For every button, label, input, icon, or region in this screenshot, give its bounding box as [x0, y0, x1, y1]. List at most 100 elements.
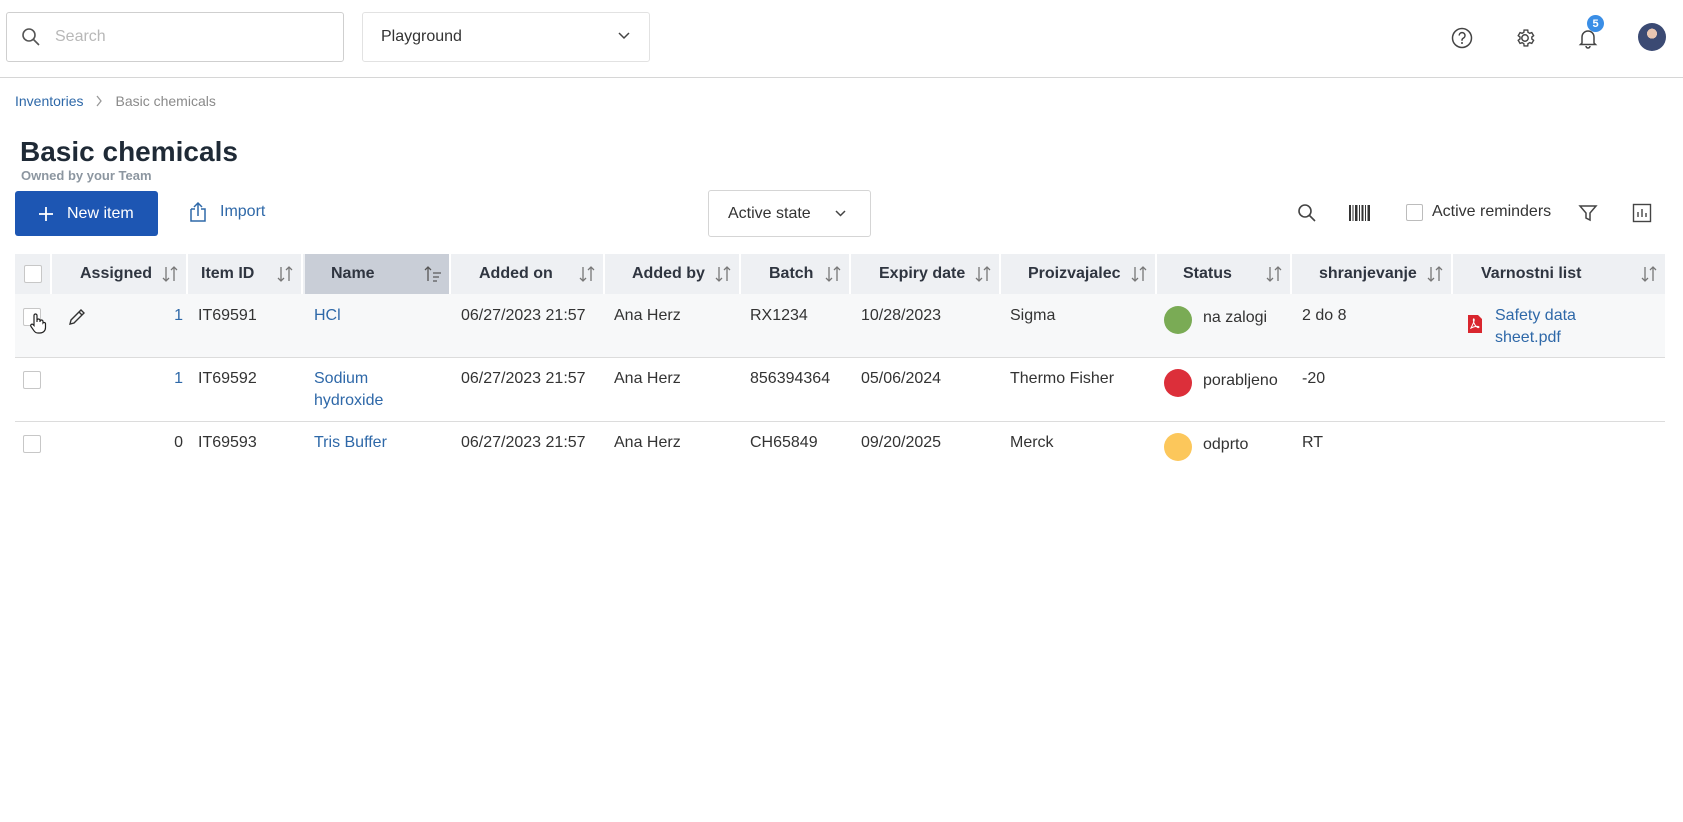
- added-on: 06/27/2023 21:57: [461, 307, 586, 324]
- notification-badge: 5: [1587, 15, 1604, 32]
- column-header-assigned[interactable]: Assigned: [53, 254, 188, 294]
- page-subtitle: Owned by your Team: [21, 168, 152, 183]
- active-reminders-label: Active reminders: [1432, 203, 1552, 220]
- barcode-icon[interactable]: [1348, 201, 1372, 225]
- table-header: Assigned Item ID Name Added on Added by …: [15, 254, 1665, 294]
- upload-icon: [187, 200, 209, 224]
- top-bar: Playground 5: [0, 0, 1683, 78]
- status-label: na zalogi: [1203, 309, 1268, 326]
- status-indicator: [1164, 306, 1192, 334]
- status-label: odprto: [1203, 436, 1249, 453]
- page-title: Basic chemicals: [20, 136, 238, 167]
- project-select[interactable]: Playground: [362, 12, 650, 62]
- status-indicator: [1164, 369, 1192, 397]
- row-checkbox[interactable]: [23, 371, 41, 389]
- column-header-batch[interactable]: Batch: [741, 254, 851, 294]
- chart-icon[interactable]: [1630, 201, 1654, 225]
- gear-icon[interactable]: [1513, 26, 1537, 50]
- breadcrumb: Inventories Basic chemicals: [15, 93, 216, 109]
- batch: RX1234: [750, 307, 808, 324]
- search-input[interactable]: [55, 28, 335, 46]
- status-label: porabljeno: [1203, 372, 1278, 389]
- column-header-added-by[interactable]: Added by: [605, 254, 741, 294]
- search-icon: [19, 25, 43, 49]
- expiry-date: 05/06/2024: [861, 370, 942, 387]
- column-header-shranjevanje[interactable]: shranjevanje: [1292, 254, 1453, 294]
- added-by: Ana Herz: [614, 434, 681, 451]
- added-on: 06/27/2023 21:57: [461, 370, 586, 387]
- sort-icon: [1131, 266, 1147, 282]
- column-header-name[interactable]: Name: [305, 254, 451, 294]
- column-header-added-on[interactable]: Added on: [451, 254, 605, 294]
- sort-icon: [715, 266, 731, 282]
- bell-icon[interactable]: 5: [1576, 15, 1604, 50]
- assigned-count: 0: [174, 434, 183, 451]
- added-by: Ana Herz: [614, 307, 681, 324]
- sort-icon: [975, 266, 991, 282]
- plus-icon: [37, 205, 55, 223]
- storage: 2 do 8: [1302, 307, 1347, 324]
- sort-ascending-icon: [424, 266, 441, 282]
- item-id: IT69591: [198, 307, 257, 324]
- sort-icon: [825, 266, 841, 282]
- table-row[interactable]: 1 IT69591 HCl 06/27/2023 21:57 Ana Herz …: [15, 294, 1665, 358]
- avatar[interactable]: [1638, 23, 1666, 51]
- filter-icon[interactable]: [1576, 201, 1600, 225]
- expiry-date: 09/20/2025: [861, 434, 942, 451]
- added-by: Ana Herz: [614, 370, 681, 387]
- select-all-checkbox[interactable]: [23, 265, 42, 283]
- search-box[interactable]: [6, 12, 344, 62]
- pdf-icon: [1467, 314, 1483, 334]
- chevron-down-icon: [617, 28, 631, 46]
- breadcrumb-inventories[interactable]: Inventories: [15, 93, 84, 109]
- item-name-link[interactable]: Sodium hydroxide: [314, 370, 384, 409]
- storage: RT: [1302, 434, 1324, 451]
- item-name-link[interactable]: HCl: [314, 307, 341, 324]
- active-reminders-checkbox[interactable]: [1406, 203, 1423, 221]
- new-item-label: New item: [67, 204, 134, 222]
- status-indicator: [1164, 433, 1192, 461]
- manufacturer: Thermo Fisher: [1010, 370, 1115, 387]
- added-on: 06/27/2023 21:57: [461, 434, 586, 451]
- item-id: IT69593: [198, 434, 257, 451]
- assigned-count[interactable]: 1: [174, 307, 183, 324]
- help-icon[interactable]: [1450, 26, 1474, 50]
- chevron-down-icon: [834, 205, 847, 223]
- row-checkbox[interactable]: [23, 435, 41, 453]
- table-row[interactable]: 0 IT69593 Tris Buffer 06/27/2023 21:57 A…: [15, 422, 1665, 468]
- column-header-expiry-date[interactable]: Expiry date: [851, 254, 1001, 294]
- import-label: Import: [220, 203, 266, 220]
- column-header-status[interactable]: Status: [1157, 254, 1292, 294]
- sds-link[interactable]: Safety data sheet.pdf: [1495, 307, 1576, 346]
- column-header-item-id[interactable]: Item ID: [188, 254, 303, 294]
- batch: 856394364: [750, 370, 831, 387]
- sort-icon: [1427, 266, 1443, 282]
- column-header-varnostni-list[interactable]: Varnostni list: [1453, 254, 1665, 294]
- sort-icon: [1641, 266, 1657, 282]
- breadcrumb-current: Basic chemicals: [115, 93, 216, 109]
- assigned-count[interactable]: 1: [174, 370, 183, 387]
- expiry-date: 10/28/2023: [861, 307, 942, 324]
- pencil-icon[interactable]: [67, 307, 87, 327]
- state-filter-value: Active state: [728, 204, 811, 222]
- active-reminders-toggle[interactable]: Active reminders: [1406, 203, 1551, 221]
- header-select-cell: [15, 254, 52, 294]
- inventory-table: Assigned Item ID Name Added on Added by …: [15, 254, 1665, 468]
- hand-cursor-icon: [28, 312, 50, 334]
- import-button[interactable]: Import: [187, 200, 265, 224]
- sort-icon: [162, 266, 178, 282]
- manufacturer: Merck: [1010, 434, 1054, 451]
- project-name: Playground: [381, 28, 462, 45]
- column-header-proizvajalec[interactable]: Proizvajalec: [1001, 254, 1157, 294]
- chevron-right-icon: [95, 95, 103, 107]
- batch: CH65849: [750, 434, 818, 451]
- table-row[interactable]: 1 IT69592 Sodium hydroxide 06/27/2023 21…: [15, 358, 1665, 422]
- sort-icon: [1266, 266, 1282, 282]
- sort-icon: [579, 266, 595, 282]
- new-item-button[interactable]: New item: [15, 191, 158, 236]
- item-name-link[interactable]: Tris Buffer: [314, 434, 387, 451]
- search-icon[interactable]: [1295, 201, 1319, 225]
- item-id: IT69592: [198, 370, 257, 387]
- storage: -20: [1302, 370, 1326, 387]
- state-filter-select[interactable]: Active state: [708, 190, 871, 237]
